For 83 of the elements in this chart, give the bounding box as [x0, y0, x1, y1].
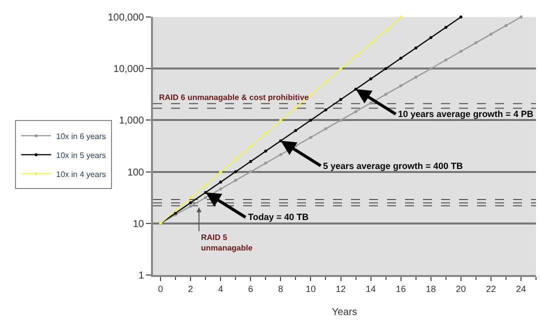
annotation: 10 years average growth = 4 PB [398, 109, 534, 119]
point [384, 67, 388, 70]
point [354, 110, 358, 114]
point [414, 76, 418, 79]
point [339, 118, 342, 122]
point [459, 50, 462, 53]
x-axis-title: Years [332, 306, 358, 318]
point [444, 58, 448, 62]
point [219, 170, 222, 174]
point [279, 153, 282, 156]
point [204, 196, 208, 200]
annotation: Today = 40 TB [248, 212, 310, 222]
point [234, 170, 238, 174]
point [249, 170, 252, 174]
point [324, 80, 328, 83]
x-tick-label: 22 [486, 284, 496, 294]
point [399, 56, 402, 60]
point [189, 201, 192, 204]
point [309, 136, 312, 139]
legend-label: 10x in 5 years [56, 150, 106, 160]
point [324, 108, 328, 112]
point [444, 26, 448, 29]
point [264, 162, 268, 165]
x-tick-label: 4 [218, 284, 224, 294]
point [249, 144, 252, 148]
point [294, 106, 298, 109]
x-tick-label: 2 [188, 284, 194, 294]
point [294, 129, 298, 132]
x-tick-label: 8 [278, 284, 284, 294]
point [189, 204, 192, 208]
point [429, 67, 432, 70]
point [189, 196, 192, 200]
point [309, 118, 312, 122]
point [414, 46, 418, 50]
y-tick-label: 100,000 [108, 12, 144, 24]
point [324, 127, 328, 130]
point [339, 67, 342, 70]
x-tick-label: 6 [248, 284, 254, 294]
x-tick-label: 16 [396, 284, 406, 294]
point [339, 98, 342, 102]
point [264, 132, 268, 135]
point [369, 77, 372, 80]
point [354, 54, 358, 58]
point [369, 102, 372, 104]
point [309, 92, 312, 96]
point [219, 188, 222, 191]
point [384, 28, 388, 32]
point [369, 41, 372, 44]
point [234, 157, 238, 160]
point [399, 84, 402, 88]
point [204, 183, 208, 186]
x-tick-label: 10 [306, 284, 316, 294]
x-tick-label: 20 [456, 284, 466, 294]
point [429, 36, 432, 40]
legend-label: 10x in 6 years [56, 132, 106, 141]
x-tick-label: 24 [516, 284, 526, 294]
point [399, 16, 402, 18]
point [489, 32, 492, 36]
y-tick-label: 100 [127, 167, 144, 178]
point [279, 118, 282, 122]
x-tick-label: 14 [366, 284, 376, 294]
point [504, 24, 508, 28]
point [279, 139, 282, 142]
legend-label: 10x in 4 years [56, 170, 106, 179]
annotation: 5 years average growth = 400 TB [323, 161, 464, 171]
point [264, 150, 268, 153]
point [219, 180, 222, 184]
y-tick-label: 10 [132, 218, 144, 230]
point [384, 92, 388, 96]
y-tick-label: 1 [138, 270, 144, 282]
point [249, 160, 252, 164]
ref-line-label: RAID 6 unmanagable & cost prohibitive [159, 93, 310, 102]
y-tick-label: 10,000 [113, 64, 144, 76]
x-tick-label: 18 [426, 284, 436, 294]
point [234, 178, 238, 182]
y-tick-label: 1,000 [118, 116, 144, 127]
point [204, 190, 208, 194]
x-tick-label: 12 [336, 284, 346, 294]
point [519, 16, 522, 18]
point [474, 41, 478, 44]
point [459, 16, 462, 18]
ref-line-label: RAID 5 unmanagable [201, 233, 254, 252]
x-tick-label: 0 [158, 284, 164, 294]
